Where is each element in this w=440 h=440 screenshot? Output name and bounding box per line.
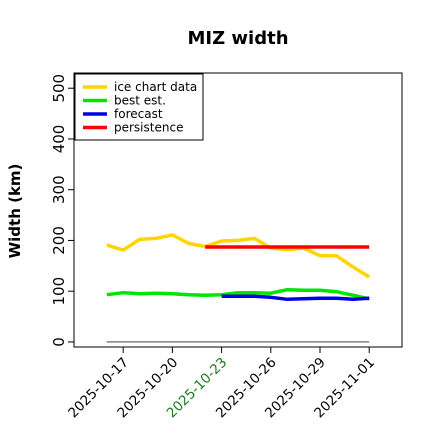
y-tick-label: 400 [50,125,68,154]
y-axis-label: Width (km) [6,164,24,259]
legend-label: ice chart data [114,80,197,94]
plot-frame [73,72,403,348]
y-tick-label: 500 [50,74,68,103]
series-line-best-est [106,287,370,301]
y-tick-label: 300 [50,175,68,204]
legend-label: best est. [114,94,166,108]
y-tick-label: 200 [50,226,68,255]
chart-title: MIZ width [187,28,288,49]
y-tick-label: 100 [50,277,68,306]
y-tick-label: 0 [50,337,68,347]
series-line-ice-chart-data [106,233,371,279]
legend-label: persistence [114,121,183,135]
legend-label: forecast [114,107,163,121]
series-line-forecast [221,294,370,302]
